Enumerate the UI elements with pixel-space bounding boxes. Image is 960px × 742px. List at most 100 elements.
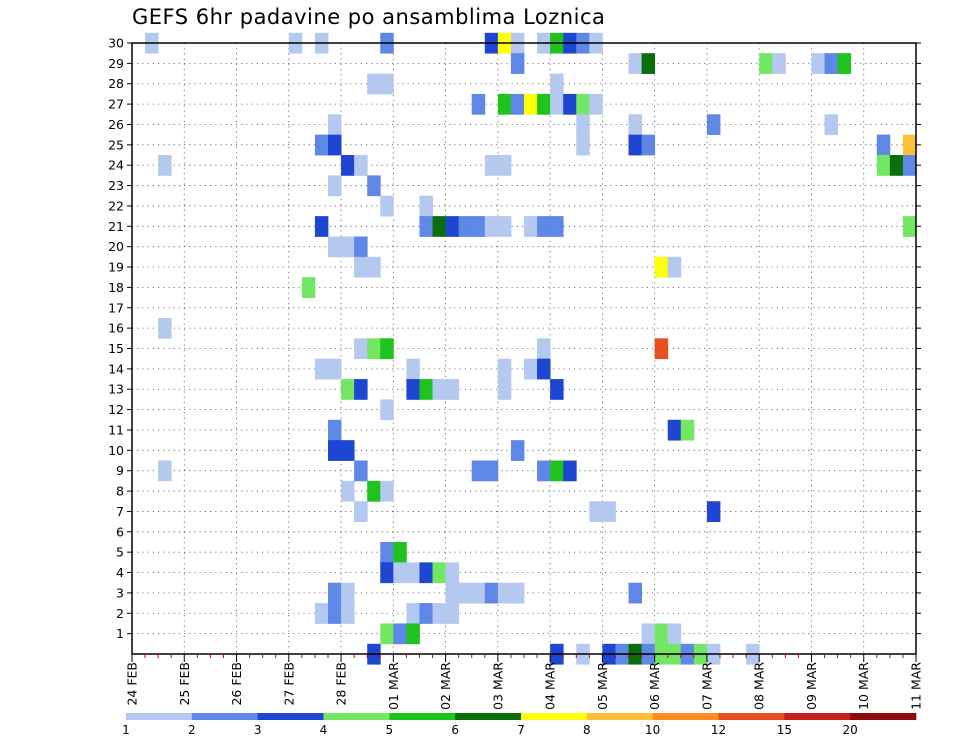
colorbar-swatch	[586, 713, 653, 720]
colorbar-label: 8	[583, 723, 591, 737]
heatmap-cell	[419, 379, 433, 400]
heatmap-cell	[589, 501, 603, 523]
heatmap-cell	[524, 93, 538, 115]
heatmap-cell	[419, 562, 433, 584]
heatmap-cell	[641, 623, 656, 645]
heatmap-cell	[432, 216, 446, 237]
y-tick-label: 11	[108, 422, 124, 437]
x-axis: 24 FEB 25 FEB 26 FEB 27 FEB 28 FEB 01 MAR 02 M…	[125, 654, 924, 710]
heatmap-cell	[550, 216, 564, 237]
y-tick-label: 4	[116, 565, 124, 580]
colorbar-swatch	[323, 713, 390, 720]
y-tick-label: 13	[108, 382, 124, 397]
y-tick-label: 14	[108, 361, 124, 376]
y-tick-label: 19	[108, 260, 124, 275]
heatmap-cell	[158, 155, 172, 176]
heatmap-cell	[393, 623, 407, 645]
heatmap-cell	[550, 73, 564, 95]
heatmap-cell	[458, 216, 473, 237]
heatmap-cell	[341, 582, 355, 604]
y-tick-label: 29	[108, 56, 124, 71]
x-tick-label: 09 MAR	[804, 662, 819, 710]
heatmap-cell	[406, 358, 420, 380]
y-tick-label: 25	[108, 137, 124, 152]
heatmap-cell	[537, 93, 551, 115]
heatmap-cell	[667, 623, 682, 645]
x-tick-label: 08 MAR	[752, 662, 767, 710]
heatmap-cell	[328, 603, 342, 624]
y-tick-label: 30	[108, 36, 124, 51]
y-tick-label: 26	[108, 117, 124, 132]
heatmap-cell	[354, 236, 368, 258]
heatmap-cell	[406, 379, 420, 400]
heatmap-cell	[354, 338, 368, 360]
heatmap-cell	[654, 623, 669, 645]
heatmap-cell	[328, 440, 342, 461]
heatmap-cell	[380, 73, 394, 95]
heatmap-cell	[458, 582, 473, 604]
colorbar-swatch	[784, 713, 851, 720]
heatmap-cell	[889, 155, 904, 176]
heatmap-cell	[484, 155, 499, 176]
heatmap-cell	[314, 358, 329, 380]
heatmap-cell	[445, 216, 460, 237]
colorbar-label: 10	[645, 723, 660, 737]
heatmap-cell	[354, 256, 368, 278]
heatmap-cell	[510, 582, 525, 604]
colorbar-label: 2	[188, 723, 196, 737]
heatmap-cell	[419, 216, 433, 237]
heatmap-cell	[354, 155, 368, 176]
heatmap-cell	[680, 419, 695, 441]
y-tick-label: 10	[108, 443, 124, 458]
heatmap-cell	[432, 603, 446, 624]
heatmap-cell	[484, 582, 499, 604]
heatmap-cell	[314, 216, 329, 237]
heatmap-cell	[706, 501, 721, 523]
colorbar-swatch	[455, 713, 522, 720]
heatmap-cell	[367, 175, 381, 197]
x-tick-label: 01 MAR	[386, 662, 401, 710]
heatmap-cell	[510, 93, 525, 115]
heatmap-cell	[902, 155, 917, 176]
heatmap-cell	[824, 114, 838, 136]
y-tick-label: 23	[108, 178, 124, 193]
heatmap-cell	[550, 93, 564, 115]
heatmap-cell	[328, 419, 342, 441]
y-tick-label: 8	[116, 484, 124, 499]
heatmap-cell	[354, 379, 368, 400]
y-tick-label: 22	[108, 198, 124, 213]
x-tick-label: 03 MAR	[490, 662, 505, 710]
y-tick-label: 24	[108, 158, 124, 173]
heatmap-cell	[811, 53, 825, 74]
y-tick-label: 1	[116, 626, 124, 641]
heatmap-cell	[328, 114, 342, 136]
heatmap-cell	[341, 603, 355, 624]
x-tick-label: 24 FEB	[125, 662, 140, 706]
heatmap-cell	[471, 93, 486, 115]
heatmap-cell	[537, 338, 551, 360]
heatmap-cell	[497, 379, 512, 400]
heatmap-cell	[471, 460, 486, 482]
heatmap-cell	[445, 562, 460, 584]
heatmap-cell	[354, 501, 368, 523]
heatmap-cell	[380, 338, 394, 360]
heatmap-cell	[484, 216, 499, 237]
x-tick-label: 26 FEB	[229, 662, 244, 706]
y-tick-label: 16	[108, 321, 124, 336]
heatmap-cell	[328, 582, 342, 604]
y-tick-label: 3	[116, 585, 124, 600]
heatmap-cell	[550, 460, 564, 482]
x-tick-label: 05 MAR	[595, 662, 610, 710]
heatmap-cell	[497, 216, 512, 237]
colorbar-label: 20	[843, 723, 858, 737]
heatmap-cell	[380, 562, 394, 584]
y-tick-label: 5	[116, 545, 124, 560]
heatmap-cell	[328, 358, 342, 380]
heatmap-cell	[380, 541, 394, 563]
heatmap-cell	[576, 114, 590, 136]
heatmap-cell	[380, 480, 394, 502]
heatmap-cell	[432, 562, 446, 584]
heatmap-cell	[497, 582, 512, 604]
heatmap-cell	[367, 338, 381, 360]
heatmap-cell	[524, 358, 538, 380]
